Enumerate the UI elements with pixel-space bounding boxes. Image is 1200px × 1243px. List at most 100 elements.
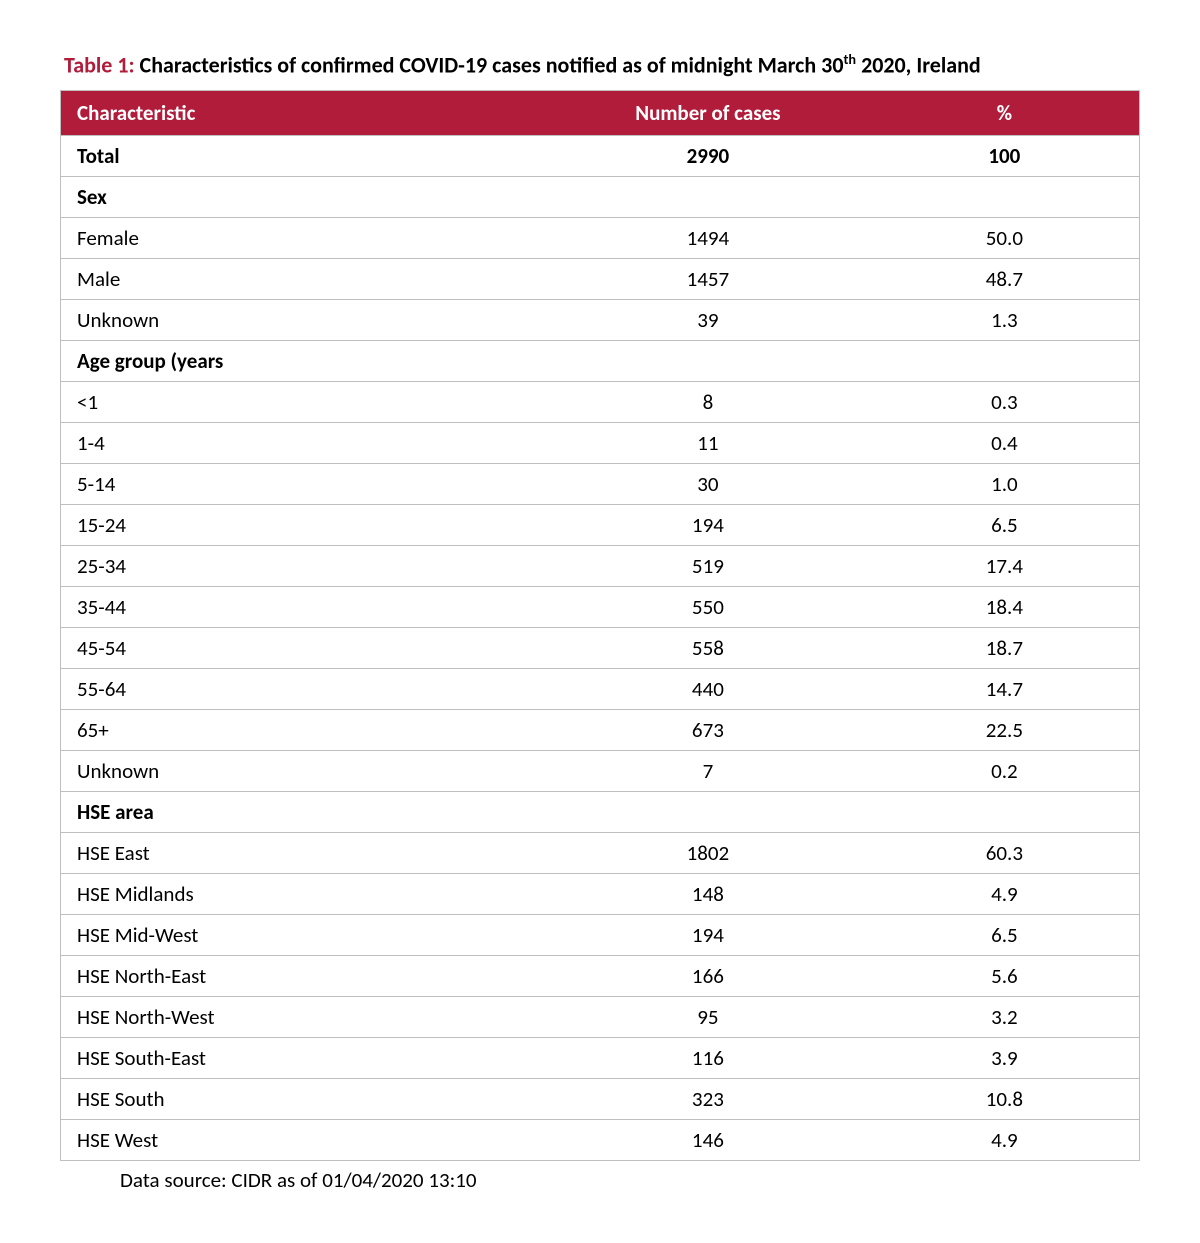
cell-cases: 1802	[546, 832, 870, 873]
cell-cases: 194	[546, 504, 870, 545]
cell-cases: 95	[546, 996, 870, 1037]
cell-percent: 22.5	[870, 709, 1140, 750]
cell-characteristic: HSE Mid-West	[61, 914, 547, 955]
cell-cases: 2990	[546, 135, 870, 176]
caption-text-pre: Characteristics of confirmed COVID-19 ca…	[135, 51, 844, 78]
cell-percent: 18.4	[870, 586, 1140, 627]
cell-percent	[870, 176, 1140, 217]
cell-characteristic: 5-14	[61, 463, 547, 504]
cell-characteristic: HSE Midlands	[61, 873, 547, 914]
data-source-note: Data source: CIDR as of 01/04/2020 13:10	[60, 1161, 1140, 1193]
cell-characteristic: 35-44	[61, 586, 547, 627]
cell-cases: 11	[546, 422, 870, 463]
cell-characteristic: HSE North-East	[61, 955, 547, 996]
table-row: 45-5455818.7	[61, 627, 1140, 668]
cell-characteristic: HSE West	[61, 1119, 547, 1160]
cell-characteristic: 45-54	[61, 627, 547, 668]
cell-percent: 14.7	[870, 668, 1140, 709]
table-row: 5-14301.0	[61, 463, 1140, 504]
table-row: <180.3	[61, 381, 1140, 422]
table-row: HSE South32310.8	[61, 1078, 1140, 1119]
cell-cases	[546, 791, 870, 832]
cell-percent: 50.0	[870, 217, 1140, 258]
cell-percent: 6.5	[870, 504, 1140, 545]
cell-cases: 558	[546, 627, 870, 668]
cell-percent	[870, 340, 1140, 381]
cell-characteristic: HSE South-East	[61, 1037, 547, 1078]
cell-cases: 7	[546, 750, 870, 791]
cell-cases: 519	[546, 545, 870, 586]
table-row: HSE North-East1665.6	[61, 955, 1140, 996]
cell-cases: 30	[546, 463, 870, 504]
cell-percent: 48.7	[870, 258, 1140, 299]
table-row: Male145748.7	[61, 258, 1140, 299]
cell-percent: 4.9	[870, 1119, 1140, 1160]
cell-characteristic: 15-24	[61, 504, 547, 545]
table-header-row: Characteristic Number of cases %	[61, 90, 1140, 135]
cell-percent: 0.4	[870, 422, 1140, 463]
cell-characteristic: Unknown	[61, 750, 547, 791]
table-row: Age group (years	[61, 340, 1140, 381]
cell-characteristic: Male	[61, 258, 547, 299]
col-characteristic: Characteristic	[61, 90, 547, 135]
cell-cases: 1494	[546, 217, 870, 258]
cell-percent: 0.2	[870, 750, 1140, 791]
table-caption: Table 1: Characteristics of confirmed CO…	[60, 50, 1140, 80]
table-row: HSE West1464.9	[61, 1119, 1140, 1160]
cell-cases: 148	[546, 873, 870, 914]
table-row: Female149450.0	[61, 217, 1140, 258]
cell-characteristic: 25-34	[61, 545, 547, 586]
cases-table: Characteristic Number of cases % Total29…	[60, 90, 1140, 1161]
cell-characteristic: HSE South	[61, 1078, 547, 1119]
cell-percent: 1.3	[870, 299, 1140, 340]
cell-characteristic: HSE East	[61, 832, 547, 873]
cell-cases: 323	[546, 1078, 870, 1119]
cell-characteristic: Total	[61, 135, 547, 176]
cell-percent: 60.3	[870, 832, 1140, 873]
cell-characteristic: 65+	[61, 709, 547, 750]
cell-percent: 5.6	[870, 955, 1140, 996]
table-row: Unknown391.3	[61, 299, 1140, 340]
cell-cases: 8	[546, 381, 870, 422]
table-row: 15-241946.5	[61, 504, 1140, 545]
cell-percent: 0.3	[870, 381, 1140, 422]
table-container: Table 1: Characteristics of confirmed CO…	[60, 50, 1140, 1193]
table-row: Total2990100	[61, 135, 1140, 176]
cell-characteristic: 1-4	[61, 422, 547, 463]
caption-text-post: 2020, Ireland	[856, 51, 981, 78]
cell-cases: 146	[546, 1119, 870, 1160]
cell-characteristic: Female	[61, 217, 547, 258]
col-cases: Number of cases	[546, 90, 870, 135]
cell-percent: 10.8	[870, 1078, 1140, 1119]
cell-percent	[870, 791, 1140, 832]
cell-cases: 1457	[546, 258, 870, 299]
cell-cases	[546, 340, 870, 381]
cell-characteristic: <1	[61, 381, 547, 422]
cell-cases: 673	[546, 709, 870, 750]
cell-percent: 3.9	[870, 1037, 1140, 1078]
table-row: 1-4110.4	[61, 422, 1140, 463]
table-row: HSE area	[61, 791, 1140, 832]
cell-percent: 3.2	[870, 996, 1140, 1037]
cell-percent: 100	[870, 135, 1140, 176]
table-row: HSE South-East1163.9	[61, 1037, 1140, 1078]
cell-percent: 6.5	[870, 914, 1140, 955]
cell-characteristic: 55-64	[61, 668, 547, 709]
cell-characteristic: HSE North-West	[61, 996, 547, 1037]
table-row: Sex	[61, 176, 1140, 217]
cell-cases: 39	[546, 299, 870, 340]
table-row: HSE North-West953.2	[61, 996, 1140, 1037]
cell-characteristic: HSE area	[61, 791, 547, 832]
cell-percent: 4.9	[870, 873, 1140, 914]
cell-percent: 1.0	[870, 463, 1140, 504]
cell-characteristic: Sex	[61, 176, 547, 217]
cell-cases: 550	[546, 586, 870, 627]
cell-percent: 18.7	[870, 627, 1140, 668]
cell-characteristic: Age group (years	[61, 340, 547, 381]
table-row: HSE Midlands1484.9	[61, 873, 1140, 914]
cell-cases	[546, 176, 870, 217]
col-percent: %	[870, 90, 1140, 135]
table-row: 25-3451917.4	[61, 545, 1140, 586]
caption-lead: Table 1:	[64, 51, 135, 78]
table-row: HSE East180260.3	[61, 832, 1140, 873]
